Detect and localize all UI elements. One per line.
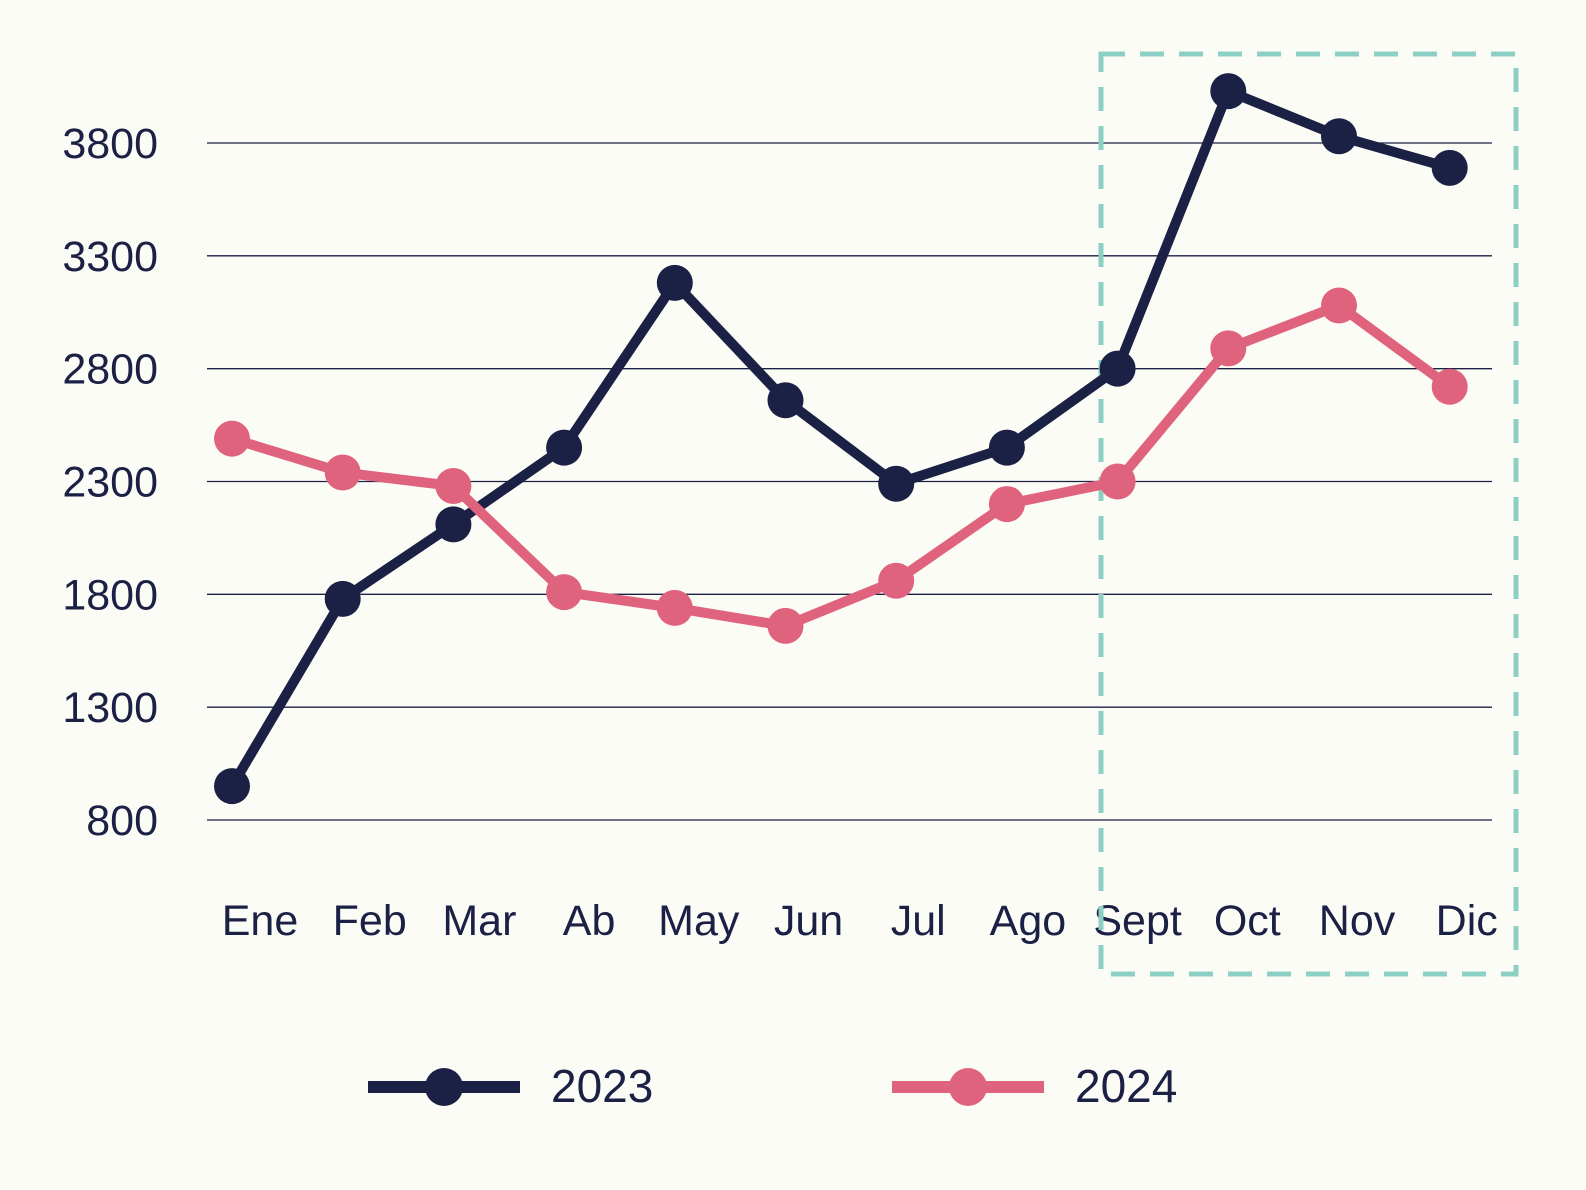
x-tick-label: Jul [891,897,946,945]
data-point-2023 [878,465,915,502]
x-tick-label: Sept [1093,897,1182,945]
x-tick-label: Feb [333,897,407,945]
data-point-2023 [656,264,693,301]
x-tick-label: May [658,897,740,945]
series-line-2024 [227,300,1455,631]
data-point-2023 [546,429,583,466]
legend-label: 2024 [1075,1060,1177,1112]
data-point-2023 [767,382,804,419]
data-point-2023 [435,506,472,543]
y-tick-label: 1800 [62,571,158,619]
highlight-box [1098,51,1519,977]
y-tick-label: 1300 [62,684,158,732]
data-point-2023 [214,768,250,805]
legend-label: 2023 [551,1060,653,1112]
data-point-2023 [988,429,1025,466]
x-axis: Ene Feb Mar Ab May Jun Jul Ago Sept Oct Nov Dic [222,897,1498,945]
y-tick-label: 2300 [62,459,158,507]
data-point-2023 [1431,149,1468,186]
x-tick-label: Dic [1436,897,1498,945]
data-point-2024 [878,562,915,599]
y-tick-label: 3800 [62,120,158,168]
x-tick-label: Oct [1214,897,1281,945]
series-line-2023 [227,86,1455,792]
x-tick-label: Ab [563,897,616,945]
x-tick-label: Ene [222,897,299,945]
x-tick-label: Nov [1319,897,1396,945]
series-group [214,73,1468,805]
data-point-2024 [214,420,250,457]
highlight-region [1098,51,1519,977]
data-point-2024 [1099,463,1136,500]
data-point-2024 [988,486,1025,523]
legend-marker [949,1068,987,1106]
data-point-2024 [1431,368,1468,405]
legend-marker [425,1068,463,1106]
legend-item-2024: 2024 [892,1060,1177,1112]
data-point-2024 [1210,330,1247,367]
data-point-2023 [1099,350,1136,387]
data-point-2023 [324,580,361,617]
legend-item-2023: 2023 [368,1060,653,1112]
series-2023 [214,73,1468,805]
x-tick-label: Ago [990,897,1067,945]
x-tick-label: Mar [442,897,516,945]
y-tick-label: 800 [86,797,158,845]
y-tick-label: 2800 [62,346,158,394]
data-point-2024 [767,607,804,644]
data-point-2024 [1321,287,1357,324]
x-tick-label: Jun [774,897,843,945]
y-tick-label: 3300 [62,233,158,281]
data-point-2024 [546,574,583,611]
data-point-2024 [435,468,472,505]
data-point-2023 [1321,118,1357,155]
legend: 2023 2024 [368,1060,1177,1112]
data-point-2024 [656,589,693,626]
data-point-2024 [324,454,361,491]
series-2024 [214,287,1468,644]
y-axis: 800 1300 1800 2300 2800 3300 3800 [62,120,158,845]
data-point-2023 [1210,73,1247,110]
